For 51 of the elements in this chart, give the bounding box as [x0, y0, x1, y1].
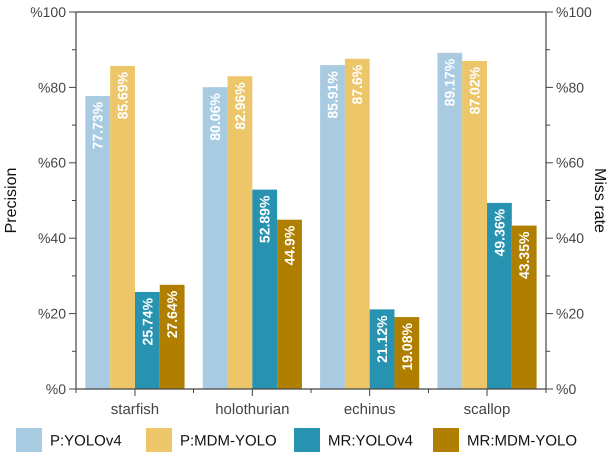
y2-axis-title: Miss rate — [591, 168, 608, 234]
bar — [512, 226, 537, 389]
data-label: 87.02% — [466, 66, 483, 114]
data-label: 52.89% — [256, 195, 273, 244]
data-label: 89.17% — [442, 58, 458, 106]
x-tick-label: scallop — [464, 401, 510, 418]
bar — [487, 202, 512, 389]
bar — [85, 96, 110, 389]
y2-tick-label: %80 — [556, 79, 584, 96]
data-label: 85.69% — [114, 71, 130, 120]
data-label: 25.74% — [139, 297, 156, 346]
y-tick-label: %100 — [30, 4, 66, 20]
data-label: 82.96% — [232, 82, 248, 130]
bar — [277, 220, 302, 389]
x-tick-label: holothurian — [215, 401, 290, 418]
y2-tick-label: %0 — [556, 380, 576, 397]
data-label: 77.73% — [90, 101, 106, 150]
y2-tick-label: %60 — [556, 154, 584, 171]
data-label: 21.12% — [374, 314, 390, 363]
y-tick-label: %80 — [38, 79, 66, 96]
bar — [202, 87, 228, 389]
data-label: 44.9% — [281, 225, 298, 266]
bar — [110, 66, 135, 389]
data-label: 87.6% — [349, 64, 366, 104]
data-label: 80.06% — [207, 92, 224, 141]
bar — [344, 58, 370, 389]
y-tick-label: %20 — [38, 306, 66, 322]
data-label: 43.35% — [516, 231, 532, 280]
legend-label: P:YOLOv4 — [50, 432, 122, 450]
legend-label: P:MDM-YOLO — [180, 432, 277, 450]
bar — [134, 292, 160, 389]
x-tick-label: starfish — [110, 401, 160, 418]
data-label: 27.64% — [164, 290, 180, 338]
legend-label: MR:MDM-YOLO — [467, 432, 577, 450]
bar — [320, 65, 345, 389]
y2-tick-label: %20 — [556, 306, 584, 322]
y2-tick-label: %40 — [556, 230, 584, 246]
bar — [462, 60, 488, 389]
y-tick-label: %40 — [38, 230, 66, 246]
data-label: 19.08% — [398, 322, 415, 371]
data-label: 85.91% — [324, 70, 340, 119]
bar — [228, 76, 252, 389]
legend-label: MR:YOLOv4 — [328, 432, 414, 450]
y-tick-label: %60 — [38, 154, 66, 171]
y-axis-title: Precision — [3, 168, 20, 234]
bar — [437, 52, 462, 389]
data-label: 49.36% — [491, 208, 508, 256]
y2-tick-label: %100 — [556, 4, 592, 20]
y-tick-label: %0 — [46, 380, 66, 397]
x-tick-label: echinus — [344, 401, 396, 418]
bar — [252, 190, 278, 389]
